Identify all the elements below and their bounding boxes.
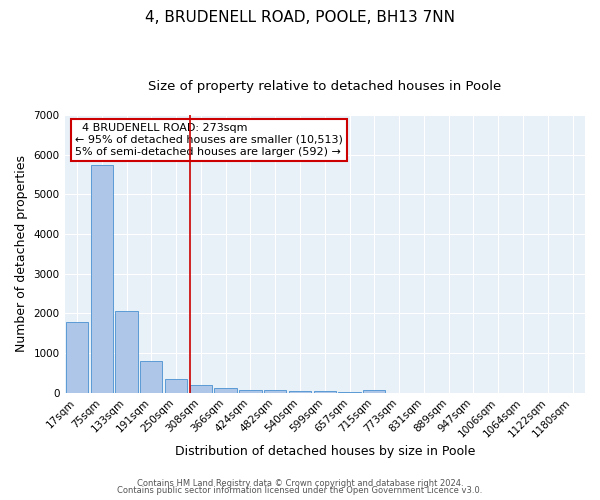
Y-axis label: Number of detached properties: Number of detached properties xyxy=(15,156,28,352)
Bar xyxy=(165,379,187,392)
Bar xyxy=(190,385,212,392)
Text: Contains HM Land Registry data © Crown copyright and database right 2024.: Contains HM Land Registry data © Crown c… xyxy=(137,478,463,488)
Bar xyxy=(264,390,286,392)
Bar xyxy=(214,388,237,392)
Bar xyxy=(363,390,385,392)
Text: 4, BRUDENELL ROAD, POOLE, BH13 7NN: 4, BRUDENELL ROAD, POOLE, BH13 7NN xyxy=(145,10,455,25)
X-axis label: Distribution of detached houses by size in Poole: Distribution of detached houses by size … xyxy=(175,444,475,458)
Bar xyxy=(289,391,311,392)
Bar xyxy=(140,361,163,392)
Bar xyxy=(115,312,137,392)
Bar xyxy=(66,322,88,392)
Text: Contains public sector information licensed under the Open Government Licence v3: Contains public sector information licen… xyxy=(118,486,482,495)
Bar xyxy=(239,390,262,392)
Bar xyxy=(91,164,113,392)
Text: 4 BRUDENELL ROAD: 273sqm
← 95% of detached houses are smaller (10,513)
5% of sem: 4 BRUDENELL ROAD: 273sqm ← 95% of detach… xyxy=(75,124,343,156)
Title: Size of property relative to detached houses in Poole: Size of property relative to detached ho… xyxy=(148,80,502,93)
